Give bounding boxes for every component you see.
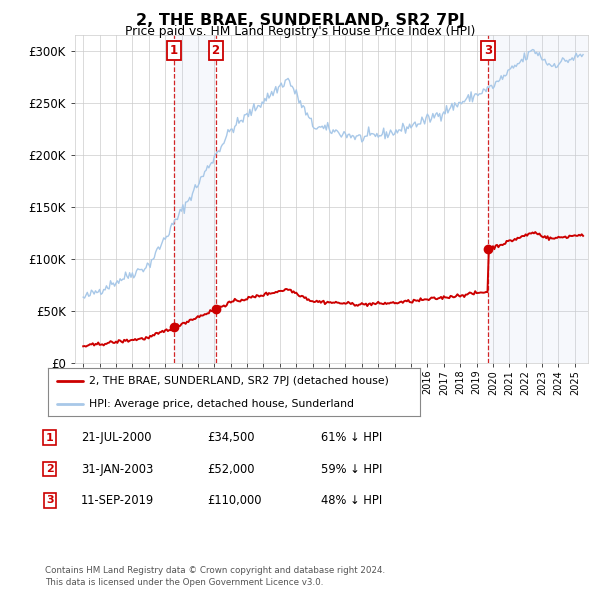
Text: Price paid vs. HM Land Registry's House Price Index (HPI): Price paid vs. HM Land Registry's House … xyxy=(125,25,475,38)
Text: 3: 3 xyxy=(484,44,492,57)
Text: £34,500: £34,500 xyxy=(207,431,254,444)
Text: Contains HM Land Registry data © Crown copyright and database right 2024.
This d: Contains HM Land Registry data © Crown c… xyxy=(45,566,385,587)
Text: 2: 2 xyxy=(212,44,220,57)
Text: £110,000: £110,000 xyxy=(207,494,262,507)
Text: 2, THE BRAE, SUNDERLAND, SR2 7PJ: 2, THE BRAE, SUNDERLAND, SR2 7PJ xyxy=(136,13,464,28)
Text: 61% ↓ HPI: 61% ↓ HPI xyxy=(321,431,382,444)
Text: HPI: Average price, detached house, Sunderland: HPI: Average price, detached house, Sund… xyxy=(89,399,354,409)
Text: 2, THE BRAE, SUNDERLAND, SR2 7PJ (detached house): 2, THE BRAE, SUNDERLAND, SR2 7PJ (detach… xyxy=(89,376,389,386)
Bar xyxy=(488,35,600,363)
Text: 2: 2 xyxy=(46,464,53,474)
Bar xyxy=(174,35,215,363)
Text: £52,000: £52,000 xyxy=(207,463,254,476)
Text: 48% ↓ HPI: 48% ↓ HPI xyxy=(321,494,382,507)
Text: 21-JUL-2000: 21-JUL-2000 xyxy=(81,431,151,444)
Text: 11-SEP-2019: 11-SEP-2019 xyxy=(81,494,154,507)
Text: 31-JAN-2003: 31-JAN-2003 xyxy=(81,463,154,476)
Text: 1: 1 xyxy=(46,433,53,442)
Text: 59% ↓ HPI: 59% ↓ HPI xyxy=(321,463,382,476)
Text: 3: 3 xyxy=(46,496,53,505)
Text: 1: 1 xyxy=(170,44,178,57)
